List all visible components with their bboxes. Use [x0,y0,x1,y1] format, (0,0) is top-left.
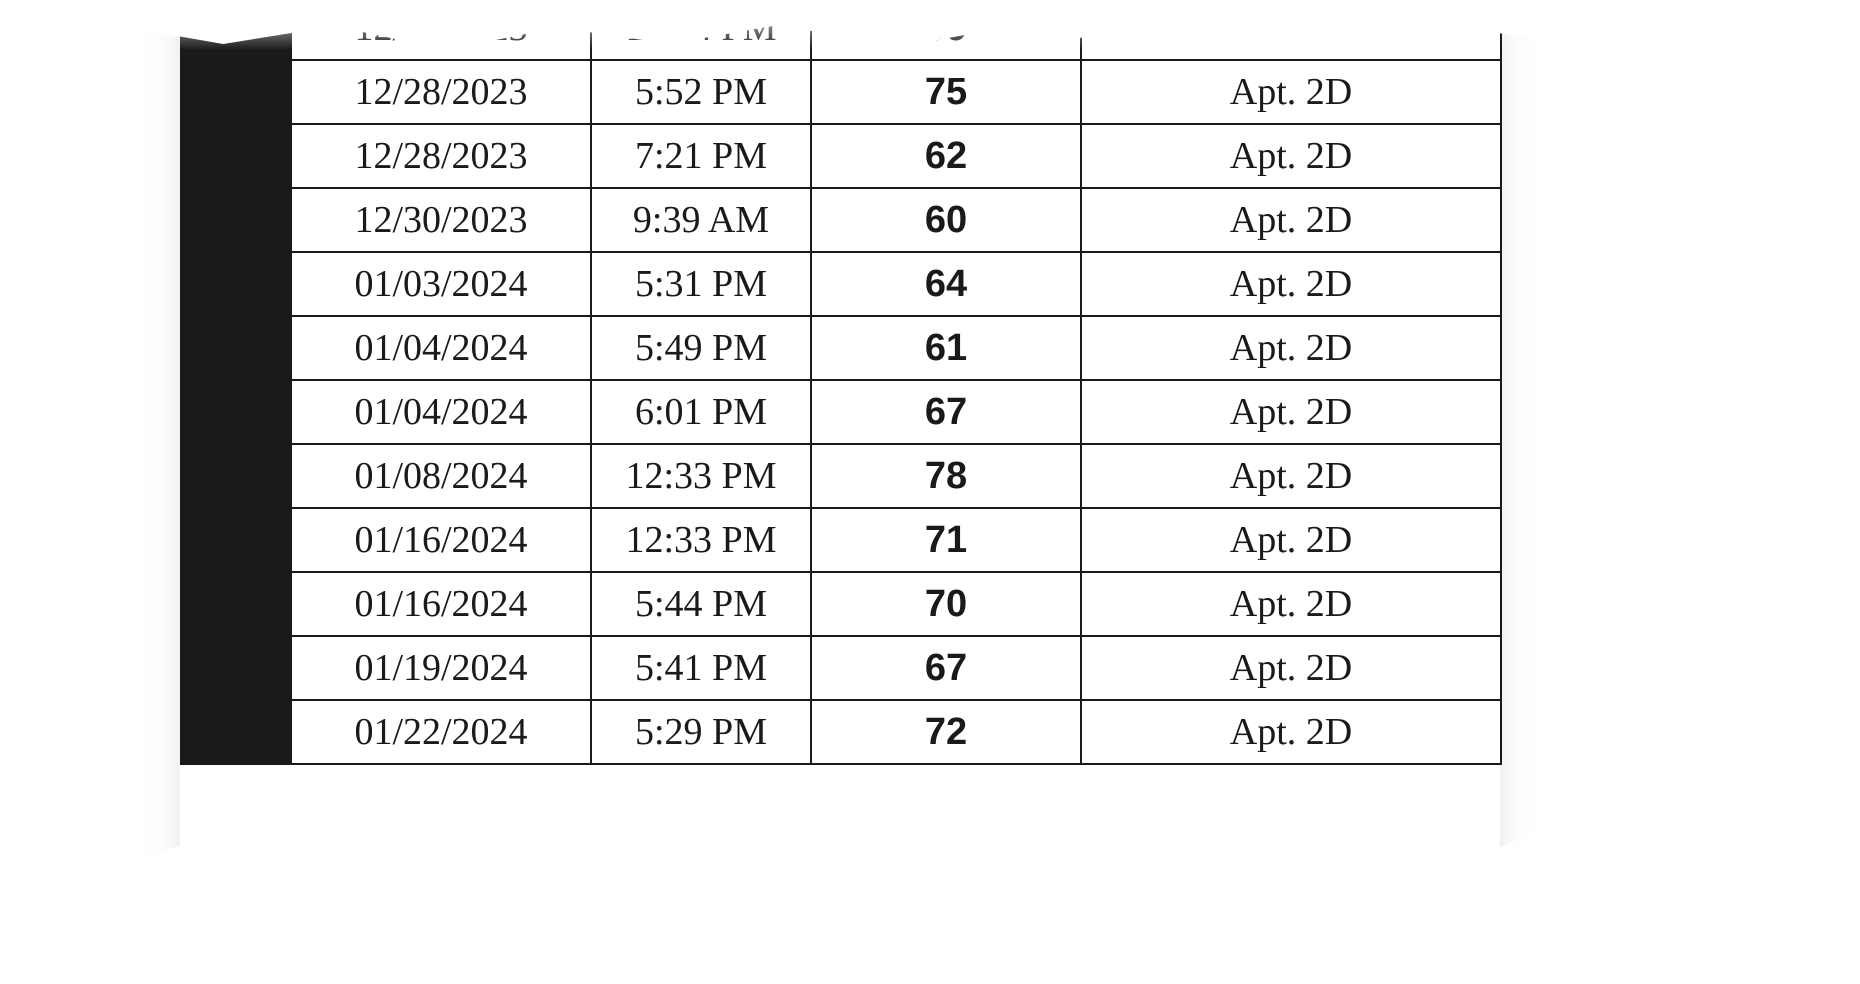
cell-date: 01/08/2024 [291,444,591,508]
table-row: 16 01/04/2024 6:01 PM 67 Apt. 2D [181,380,1501,444]
cell-time: 12:33 PM [591,508,811,572]
cell-date: 12/30/2023 [291,188,591,252]
cell-index: 11 [181,60,291,124]
cell-date: 01/04/2024 [291,316,591,380]
table-row: 13 12/30/2023 9:39 AM 60 Apt. 2D [181,188,1501,252]
table-row: 12 12/28/2023 7:21 PM 62 Apt. 2D [181,124,1501,188]
cell-date: 01/04/2024 [291,380,591,444]
cell-location: Apt. 2D [1081,380,1501,444]
cell-time: 5:49 PM [591,316,811,380]
cell-date: 12/28/2023 [291,124,591,188]
cell-location: Apt. 2D [1081,444,1501,508]
cell-time: 9:39 AM [591,188,811,252]
cell-index: 19 [181,572,291,636]
cell-value: 62 [811,124,1081,188]
cell-location: Apt. 2D [1081,316,1501,380]
cell-location: Apt. 2D [1081,188,1501,252]
table-row: 10 12/28/2023 12:34 PM 59 [181,0,1501,60]
cell-value: 78 [811,444,1081,508]
cell-date: 12/28/2023 [291,0,591,60]
cell-time: 5:52 PM [591,60,811,124]
cell-location: Apt. 2D [1081,60,1501,124]
cell-index: 21 [181,700,291,764]
cell-value: 64 [811,252,1081,316]
fade-overlay-bottom [180,874,1500,984]
cell-value: 75 [811,60,1081,124]
table-row: 15 01/04/2024 5:49 PM 61 Apt. 2D [181,316,1501,380]
cell-value: 61 [811,316,1081,380]
cell-date: 01/22/2024 [291,700,591,764]
cell-date: 01/16/2024 [291,572,591,636]
cell-time: 12:34 PM [591,0,811,60]
cell-location: Apt. 2D [1081,636,1501,700]
cell-index: 18 [181,508,291,572]
table-row: 14 01/03/2024 5:31 PM 64 Apt. 2D [181,252,1501,316]
cell-index: 13 [181,188,291,252]
cell-value: 67 [811,636,1081,700]
cell-location: Apt. 2D [1081,572,1501,636]
cell-date: 01/16/2024 [291,508,591,572]
table-row: 19 01/16/2024 5:44 PM 70 Apt. 2D [181,572,1501,636]
log-table: 10 12/28/2023 12:34 PM 59 11 12/28/2023 … [180,0,1502,765]
table-row: 17 01/08/2024 12:33 PM 78 Apt. 2D [181,444,1501,508]
cell-value: 72 [811,700,1081,764]
table-row: 20 01/19/2024 5:41 PM 67 Apt. 2D [181,636,1501,700]
cell-value: 67 [811,380,1081,444]
cell-time: 6:01 PM [591,380,811,444]
cell-index: 16 [181,380,291,444]
cell-time: 5:44 PM [591,572,811,636]
cell-value: 60 [811,188,1081,252]
page-background: 10 12/28/2023 12:34 PM 59 11 12/28/2023 … [0,0,1860,984]
cell-value: 70 [811,572,1081,636]
cell-time: 5:29 PM [591,700,811,764]
cell-time: 5:41 PM [591,636,811,700]
cell-value: 71 [811,508,1081,572]
cell-location: Apt. 2D [1081,252,1501,316]
cell-time: 5:31 PM [591,252,811,316]
cell-index: 15 [181,316,291,380]
log-table-body: 10 12/28/2023 12:34 PM 59 11 12/28/2023 … [181,0,1501,764]
cell-date: 12/28/2023 [291,60,591,124]
cell-index: 17 [181,444,291,508]
cell-value: 59 [811,0,1081,60]
cell-index: 14 [181,252,291,316]
cell-date: 01/19/2024 [291,636,591,700]
cell-time: 12:33 PM [591,444,811,508]
cell-index: 20 [181,636,291,700]
cell-index: 10 [181,0,291,60]
cell-location: Apt. 2D [1081,124,1501,188]
cell-location: Apt. 2D [1081,508,1501,572]
table-row: 21 01/22/2024 5:29 PM 72 Apt. 2D [181,700,1501,764]
cell-time: 7:21 PM [591,124,811,188]
table-row: 18 01/16/2024 12:33 PM 71 Apt. 2D [181,508,1501,572]
table-container: 10 12/28/2023 12:34 PM 59 11 12/28/2023 … [180,0,1500,765]
cell-index: 12 [181,124,291,188]
cell-date: 01/03/2024 [291,252,591,316]
cell-location [1081,0,1501,60]
cell-location: Apt. 2D [1081,700,1501,764]
table-row: 11 12/28/2023 5:52 PM 75 Apt. 2D [181,60,1501,124]
document-sheet: 10 12/28/2023 12:34 PM 59 11 12/28/2023 … [180,0,1500,984]
